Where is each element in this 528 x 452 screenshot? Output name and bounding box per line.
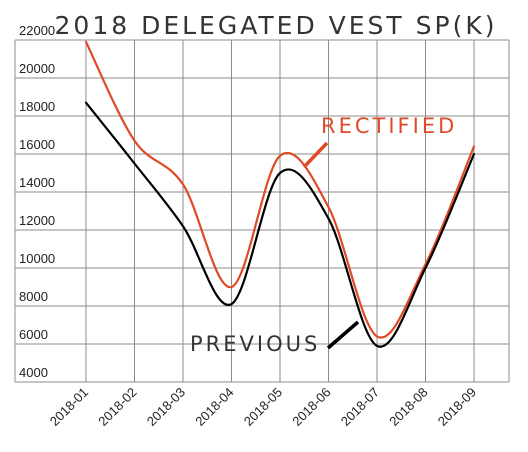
x-tick-label: 2018-02 [95,385,139,429]
series-line-previous [84,101,476,348]
series-lines [84,40,476,348]
y-tick-label: 14000 [19,175,55,190]
y-tick-label: 18000 [19,99,55,114]
x-tick-label: 2018-08 [386,385,430,429]
x-axis-tick-labels: 2018-01 2018-02 2018-03 2018-04 2018-05 2018-… [47,385,479,429]
x-tick-label: 2018-06 [289,385,333,429]
series-label-rectified: RECTIFIED [321,114,457,138]
series-leader-line-rectified [302,141,329,169]
chart-title: 2018 DELEGATED VEST SP(K) [55,11,498,40]
y-tick-label: 22000 [19,23,55,38]
vertical-gridlines [14,40,510,382]
x-tick-label: 2018-05 [241,385,285,429]
series-label-previous: PREVIOUS [190,332,320,356]
x-tick-label: 2018-09 [435,385,479,429]
y-tick-label: 10000 [19,251,55,266]
series-line-rectified [84,40,476,339]
y-tick-label: 16000 [19,137,55,152]
horizontal-gridlines [15,39,509,383]
y-axis-tick-labels: 4000 6000 8000 10000 12000 14000 16000 18000 200… [19,23,55,380]
y-tick-label: 8000 [19,289,48,304]
y-tick-label: 4000 [19,365,48,380]
y-tick-label: 6000 [19,327,48,342]
x-tick-label: 2018-03 [144,385,188,429]
x-tick-label: 2018-01 [47,385,91,429]
x-tick-label: 2018-04 [192,385,236,429]
y-tick-label: 12000 [19,213,55,228]
series-leader-line-previous [326,320,360,350]
x-tick-label: 2018-07 [338,385,382,429]
y-tick-label: 20000 [19,61,55,76]
series-labels: RECTIFIED PREVIOUS [190,114,457,356]
